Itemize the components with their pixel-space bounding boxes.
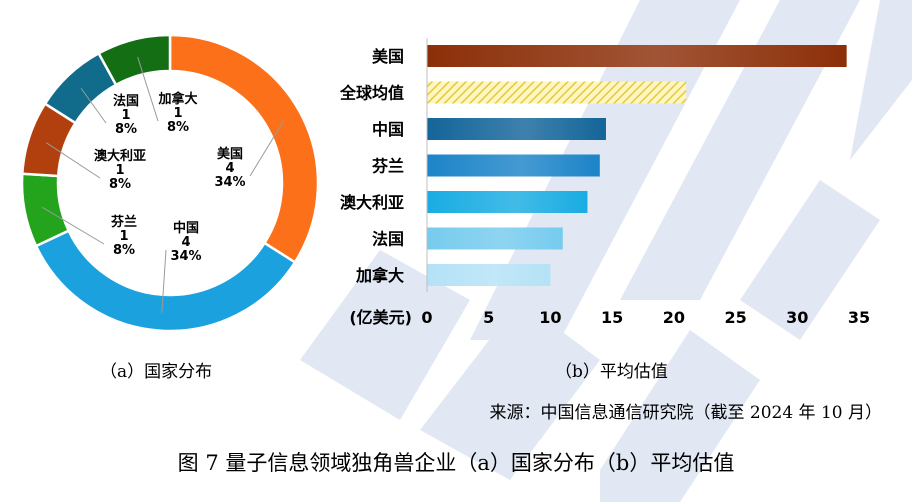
bar-category-label: 芬兰 <box>371 157 404 176</box>
x-tick-label: 20 <box>663 308 685 327</box>
donut-label-6: 加拿大 1 8% <box>157 91 197 135</box>
figure-title: 图 7 量子信息领域独角兽企业（a）国家分布（b）平均估值 <box>177 451 735 475</box>
source-note: 来源：中国信息通信研究院（截至 2024 年 10 月） <box>489 403 882 423</box>
donut-label-3: 芬兰 1 8% <box>110 214 137 258</box>
donut-slice-2 <box>34 229 297 333</box>
caption-average-valuation: （b）平均估值 <box>555 362 668 382</box>
x-tick-label: 15 <box>601 308 623 327</box>
x-tick-label: 30 <box>786 308 808 327</box>
donut-label-2: 中国 4 34% <box>170 220 201 264</box>
x-tick-label: 10 <box>539 308 561 327</box>
x-tick-label: 35 <box>848 308 870 327</box>
bar-sheen <box>427 264 551 286</box>
caption-country-distribution: （a）国家分布 <box>100 362 213 382</box>
donut-leader-line <box>42 206 105 245</box>
x-tick-label: 25 <box>724 308 746 327</box>
bar-sheen <box>427 45 847 67</box>
x-tick-label: 5 <box>483 308 494 327</box>
x-tick-label: 0 <box>421 308 432 327</box>
donut-label-1: 美国 4 34% <box>214 146 245 190</box>
donut-label-5: 法国 1 8% <box>113 93 139 137</box>
bar-sheen <box>427 191 588 213</box>
bar-category-label: 加拿大 <box>355 266 404 285</box>
bar-category-label: 澳大利亚 <box>340 193 404 212</box>
bar-sheen <box>427 154 600 177</box>
donut-leader-line <box>46 142 101 179</box>
donut-label-4: 澳大利亚 1 8% <box>94 148 146 192</box>
donut-leader-line <box>249 120 285 177</box>
donut-slice-3 <box>20 172 71 248</box>
donut-slice-6 <box>97 33 172 87</box>
donut-leader-line <box>137 56 159 122</box>
bar-sheen <box>427 227 563 250</box>
x-axis-unit-label: (亿美元) <box>349 308 412 327</box>
donut-leader-line <box>80 87 107 124</box>
bar-category-label: 美国 <box>372 47 404 66</box>
donut-leader-line <box>161 249 167 313</box>
bar-sheen <box>427 118 606 140</box>
bar-category-label: 法国 <box>372 230 404 249</box>
bar-2 <box>427 81 687 104</box>
bar-category-label: 全球均值 <box>339 84 404 103</box>
bar-category-label: 中国 <box>372 120 404 139</box>
country-distribution-donut: 美国 4 34% 中国 4 34% 芬兰 1 8% 澳大利亚 1 8% 法国 1 8% 加拿大 1 8% <box>20 33 320 333</box>
